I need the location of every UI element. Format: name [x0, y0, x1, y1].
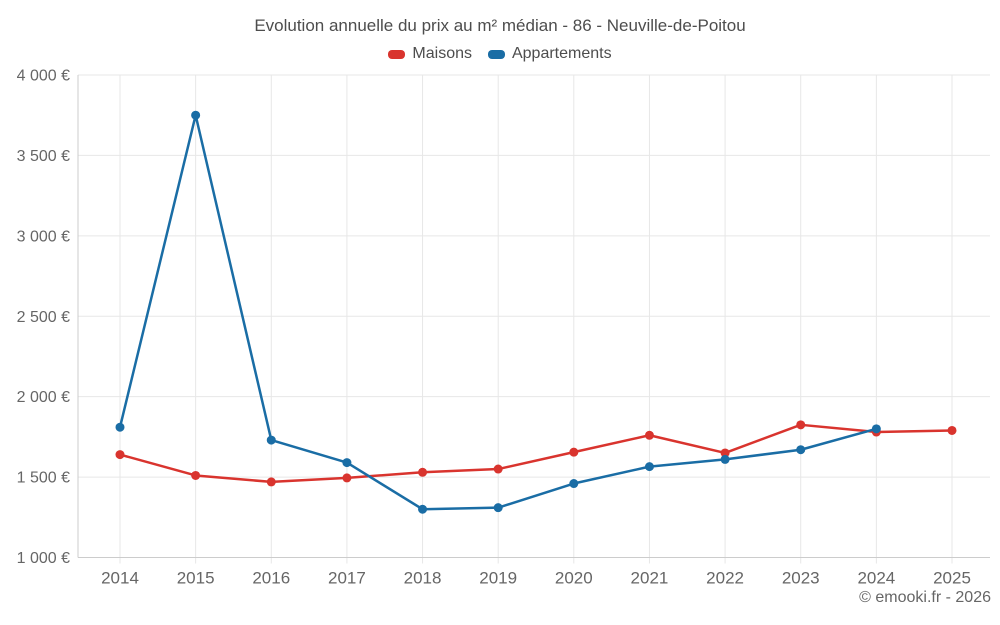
appartements-swatch-icon [487, 49, 505, 59]
y-tick-label: 3 000 € [17, 228, 70, 245]
y-tick-label: 1 000 € [17, 550, 70, 567]
data-point-maisons[interactable] [493, 464, 503, 474]
data-point-maisons[interactable] [342, 473, 352, 483]
x-tick-label: 2018 [404, 569, 442, 588]
data-point-maisons[interactable] [947, 425, 957, 435]
data-point-maisons[interactable] [191, 470, 201, 480]
x-tick-label: 2024 [857, 569, 895, 588]
data-point-appartements[interactable] [720, 454, 730, 464]
x-tick-label: 2016 [252, 569, 290, 588]
maisons-swatch-icon [388, 49, 406, 59]
y-tick-label: 4 000 € [17, 68, 70, 85]
y-tick-label: 3 500 € [17, 148, 70, 165]
data-point-maisons[interactable] [644, 430, 654, 440]
x-tick-label: 2019 [479, 569, 517, 588]
legend-label-maisons: Maisons [412, 45, 472, 62]
legend-label-appartements: Appartements [511, 45, 612, 62]
data-point-appartements[interactable] [644, 462, 654, 472]
x-tick-label: 2020 [555, 569, 593, 588]
data-point-appartements[interactable] [871, 424, 881, 434]
data-point-appartements[interactable] [191, 110, 201, 120]
data-point-maisons[interactable] [115, 450, 125, 460]
data-point-maisons[interactable] [720, 448, 730, 458]
legend-item-appartements[interactable]: Appartements [487, 45, 612, 63]
x-tick-label: 2025 [933, 569, 971, 588]
data-point-appartements[interactable] [342, 458, 352, 468]
x-tick-label: 2023 [782, 569, 820, 588]
data-point-maisons[interactable] [796, 420, 806, 430]
data-point-appartements[interactable] [115, 422, 125, 432]
legend-item-maisons[interactable]: Maisons [388, 45, 472, 63]
y-tick-label: 2 000 € [17, 389, 70, 406]
y-tick-label: 1 500 € [17, 470, 70, 487]
data-point-maisons[interactable] [266, 477, 276, 487]
x-tick-label: 2017 [328, 569, 366, 588]
copyright: © emooki.fr - 2026 [859, 589, 991, 606]
legend: Maisons Appartements [0, 45, 1000, 63]
data-point-appartements[interactable] [418, 504, 428, 514]
series-line-maisons [118, 423, 954, 484]
data-point-maisons[interactable] [569, 447, 579, 457]
x-tick-label: 2022 [706, 569, 744, 588]
x-tick-label: 2021 [631, 569, 669, 588]
data-point-appartements[interactable] [569, 479, 579, 489]
data-point-maisons[interactable] [418, 467, 428, 477]
x-tick-label: 2014 [101, 569, 139, 588]
data-point-appartements[interactable] [796, 445, 806, 455]
data-point-appartements[interactable] [493, 503, 503, 513]
x-tick-label: 2015 [177, 569, 215, 588]
data-point-appartements[interactable] [266, 435, 276, 445]
y-tick-label: 2 500 € [17, 309, 70, 326]
chart-title: Evolution annuelle du prix au m² médian … [254, 16, 746, 35]
